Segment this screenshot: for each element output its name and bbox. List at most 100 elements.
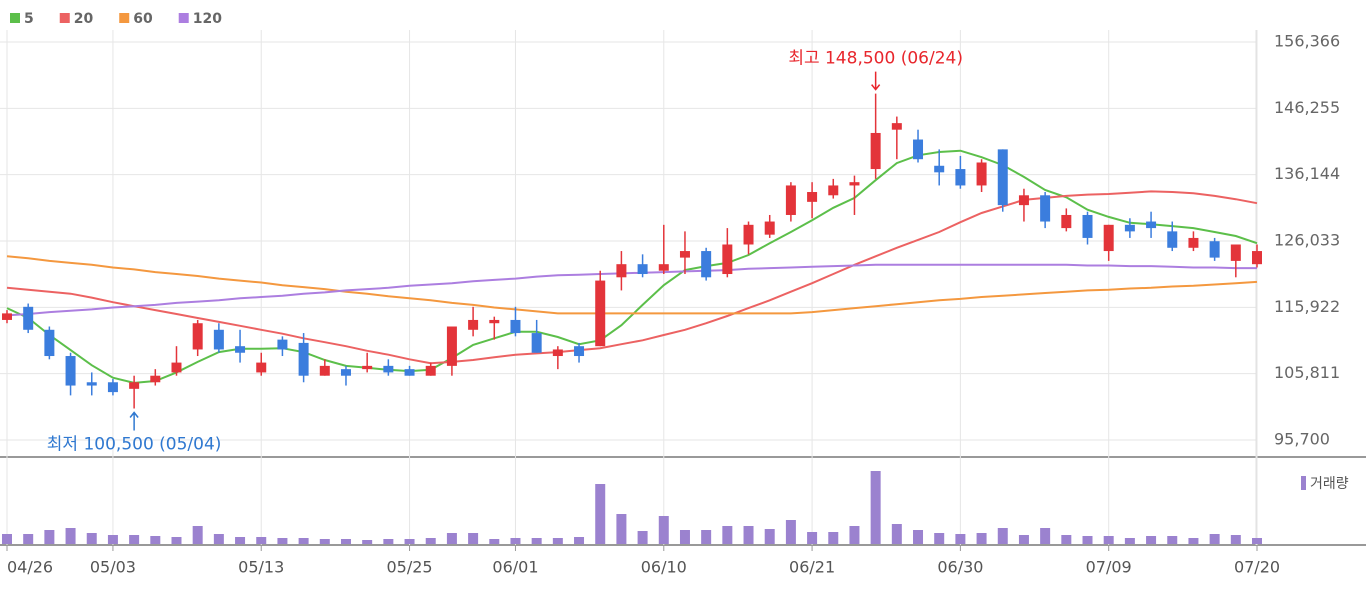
candle-body <box>1167 231 1178 248</box>
volume-bar <box>849 526 860 544</box>
candle-body <box>468 319 479 330</box>
volume-bar <box>552 538 563 544</box>
volume-bar <box>955 534 966 544</box>
candle-body <box>1018 195 1029 206</box>
volume-bar <box>1082 536 1093 544</box>
volume-bar <box>1146 536 1157 544</box>
candle-body <box>828 185 839 196</box>
candle-body <box>1103 224 1114 252</box>
volume-legend-label: 거래량 <box>1310 476 1349 492</box>
candle-body <box>595 280 606 347</box>
candle-body <box>679 251 690 258</box>
annotation-text: 최고 148,500 (06/24) <box>788 49 963 69</box>
x-tick-label: 04/26 <box>7 558 53 577</box>
annotation-arrow <box>871 71 881 91</box>
x-tick-label: 05/03 <box>90 558 136 577</box>
legend-swatch <box>59 13 70 23</box>
candle-body <box>616 264 627 278</box>
volume-bar <box>1209 534 1220 544</box>
volume-bar <box>743 526 754 544</box>
volume-bar <box>150 536 161 544</box>
volume-bar <box>891 524 902 544</box>
candle-body <box>1061 214 1072 229</box>
volume-bar <box>298 538 309 544</box>
x-tick-label: 06/10 <box>641 558 687 577</box>
candle-body <box>107 382 118 393</box>
candle-body <box>870 132 881 170</box>
candle-body <box>150 375 161 383</box>
volume-bar <box>976 533 987 544</box>
candle-body <box>701 251 712 278</box>
candle-body <box>2 313 12 320</box>
legend-swatch <box>178 13 189 23</box>
volume-bar <box>1018 535 1029 544</box>
candle-body <box>891 123 902 130</box>
legend-label: 20 <box>74 11 94 27</box>
candle-body <box>1188 237 1199 248</box>
x-tick-label: 05/13 <box>238 558 284 577</box>
volume-bar <box>1124 538 1135 544</box>
volume-bar <box>362 540 373 544</box>
candle-body <box>1252 251 1262 265</box>
x-tick-label: 05/25 <box>386 558 432 577</box>
moving-average-line <box>6 255 1258 315</box>
candle-body <box>86 382 97 386</box>
moving-average-line <box>6 149 1258 384</box>
candle-body <box>976 162 987 186</box>
candle-body <box>235 346 246 353</box>
volume-bar <box>807 532 818 544</box>
y-tick-label: 126,033 <box>1274 231 1340 250</box>
candle-body <box>298 342 309 376</box>
volume-bar <box>1188 538 1199 544</box>
candle-body <box>425 365 436 376</box>
volume-bar <box>997 528 1008 544</box>
x-tick-label: 06/01 <box>492 558 538 577</box>
volume-bar <box>44 530 55 544</box>
volume-bar <box>870 471 881 544</box>
volume-bar <box>1103 536 1114 544</box>
x-tick-label: 07/20 <box>1234 558 1280 577</box>
candle-body <box>129 382 140 389</box>
candle-body <box>1124 224 1135 232</box>
volume-bar <box>934 533 945 544</box>
legend-label: 60 <box>133 11 153 27</box>
y-tick-label: 156,366 <box>1274 32 1340 51</box>
y-tick-label: 105,811 <box>1274 363 1340 382</box>
candle-body <box>722 244 733 275</box>
x-tick-label: 06/30 <box>937 558 983 577</box>
legend-swatch <box>10 13 20 23</box>
candle-body <box>65 356 76 386</box>
volume-bar <box>785 520 796 544</box>
candle-body <box>192 323 203 350</box>
volume-bar <box>595 484 606 544</box>
volume-bar <box>701 530 712 544</box>
volume-bar <box>1040 528 1051 544</box>
volume-bar <box>2 534 12 544</box>
volume-bar <box>129 535 140 544</box>
candle-body <box>277 339 288 350</box>
legend-label: 5 <box>24 11 34 27</box>
candle-body <box>531 333 542 353</box>
candle-body <box>446 326 457 366</box>
volume-bar <box>722 526 733 544</box>
volume-bar <box>404 539 415 544</box>
candle-body <box>934 165 945 173</box>
candle-body <box>1082 214 1093 238</box>
annotation-text: 최저 100,500 (05/04) <box>47 435 222 455</box>
volume-bar <box>86 533 97 544</box>
y-tick-label: 136,144 <box>1274 164 1340 183</box>
volume-legend-swatch <box>1301 476 1306 490</box>
volume-bar <box>235 537 246 544</box>
legend-swatch <box>119 13 130 23</box>
volume-bar <box>468 533 479 544</box>
candle-body <box>955 169 966 186</box>
candle-body <box>1146 221 1157 229</box>
volume-bar <box>658 516 669 544</box>
legend-label: 120 <box>193 11 222 27</box>
volume-bar <box>425 538 436 544</box>
candle-body <box>574 346 585 357</box>
volume-bar <box>446 533 457 544</box>
candle-body <box>913 139 924 160</box>
